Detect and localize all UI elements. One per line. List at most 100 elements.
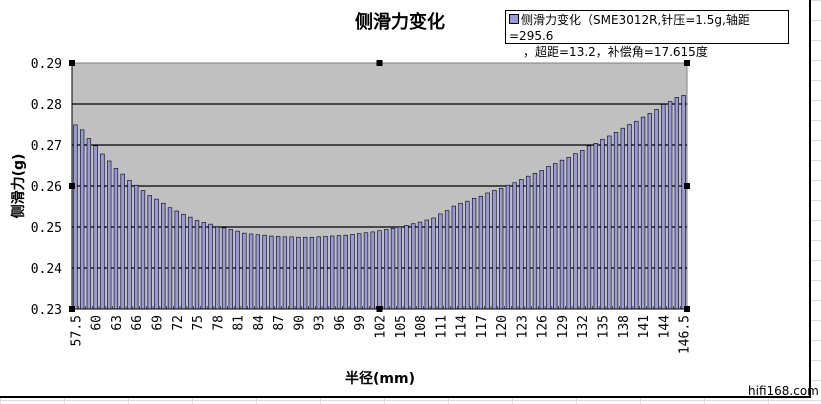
bar <box>350 234 355 310</box>
x-tick-label: 96 <box>333 315 348 331</box>
bar <box>498 188 504 310</box>
bar <box>79 129 85 310</box>
x-tick-label: 87 <box>272 315 287 331</box>
selection-handle <box>69 183 75 189</box>
bar <box>154 198 159 310</box>
x-tick-label: 123 <box>515 315 530 338</box>
x-tick-label: 144 <box>657 315 672 339</box>
y-axis-label: 侧滑力(g) <box>11 153 27 219</box>
bar <box>586 145 592 310</box>
bar <box>634 120 639 310</box>
bar <box>411 223 416 310</box>
selection-handle <box>684 183 690 189</box>
bar <box>296 236 301 310</box>
bar <box>363 232 369 310</box>
y-tick-label: 0.28 <box>31 98 62 113</box>
x-tick-label: 129 <box>556 315 571 338</box>
bar <box>526 175 531 310</box>
bar <box>553 163 558 310</box>
bar <box>640 116 646 310</box>
bar <box>228 229 233 310</box>
bar <box>458 202 463 310</box>
bar <box>235 230 240 310</box>
bar <box>620 127 625 310</box>
x-tick-label: 132 <box>576 315 591 338</box>
bar <box>255 234 261 310</box>
bar <box>309 236 315 310</box>
y-tick-label: 0.25 <box>31 221 62 236</box>
selection-handle <box>69 60 75 66</box>
x-tick-label: 141 <box>637 315 652 338</box>
x-tick-label: 126 <box>536 315 551 338</box>
bar <box>519 179 524 310</box>
bar <box>661 104 666 310</box>
bar <box>303 236 308 310</box>
bar <box>384 229 389 310</box>
x-tick-label: 108 <box>414 315 429 338</box>
bar <box>627 124 632 310</box>
x-tick-label: 117 <box>475 315 490 338</box>
bar <box>370 231 375 310</box>
bar <box>613 131 619 310</box>
bar <box>107 160 112 310</box>
y-tick-label: 0.29 <box>31 57 62 72</box>
legend[interactable]: 侧滑力变化（SME3012R,针压=1.5g,轴距=295.6 ，超距=13.2… <box>505 10 789 59</box>
bar <box>242 232 247 310</box>
bar <box>316 236 321 310</box>
bar <box>390 227 396 310</box>
y-tick-label: 0.27 <box>31 139 62 154</box>
bar <box>343 234 348 310</box>
bar <box>539 170 544 310</box>
bar <box>336 235 342 310</box>
bar <box>512 182 517 310</box>
x-tick-label: 66 <box>130 315 145 331</box>
bar <box>208 223 213 310</box>
bar <box>580 150 585 310</box>
bar <box>221 227 227 310</box>
bar <box>357 233 362 310</box>
x-tick-label: 57.5 <box>69 315 84 346</box>
x-tick-label: 78 <box>211 315 226 331</box>
legend-line-2: ，超距=13.2，补偿角=17.615度 <box>523 45 708 59</box>
bar <box>546 166 551 310</box>
selection-handle <box>376 306 383 312</box>
watermark: hifi168.com <box>748 384 819 398</box>
bar <box>404 225 409 310</box>
x-tick-label: 114 <box>455 315 470 339</box>
bar <box>377 230 382 310</box>
bar <box>134 184 139 310</box>
bar <box>485 192 490 310</box>
x-tick-label: 69 <box>150 315 165 331</box>
x-tick-label: 111 <box>434 315 449 338</box>
x-tick-label: 138 <box>617 315 632 338</box>
bar <box>566 157 571 310</box>
selection-handle <box>69 306 75 312</box>
bar <box>275 236 281 310</box>
bar <box>438 213 443 310</box>
bar <box>113 168 119 310</box>
bar <box>100 153 105 310</box>
bar <box>73 124 78 310</box>
bar <box>201 222 206 310</box>
x-tick-label: 102 <box>374 315 389 338</box>
bar <box>127 179 132 310</box>
bar <box>397 226 402 310</box>
bar <box>289 236 294 310</box>
bar <box>282 236 288 310</box>
bar <box>323 236 328 310</box>
bar <box>161 202 166 310</box>
x-tick-label: 81 <box>232 315 247 331</box>
bar <box>174 210 179 310</box>
bar <box>120 173 125 310</box>
bar <box>194 220 200 310</box>
bar <box>471 198 477 310</box>
legend-line-1: 侧滑力变化（SME3012R,针压=1.5g,轴距=295.6 <box>509 13 750 43</box>
bar <box>188 216 193 310</box>
x-tick-label: 93 <box>313 315 328 331</box>
bar <box>600 138 605 310</box>
bar <box>424 219 429 310</box>
x-tick-label: 60 <box>90 315 105 331</box>
x-tick-label: 135 <box>597 315 612 338</box>
legend-swatch <box>509 14 519 24</box>
chart-title: 侧滑力变化 <box>355 12 445 33</box>
